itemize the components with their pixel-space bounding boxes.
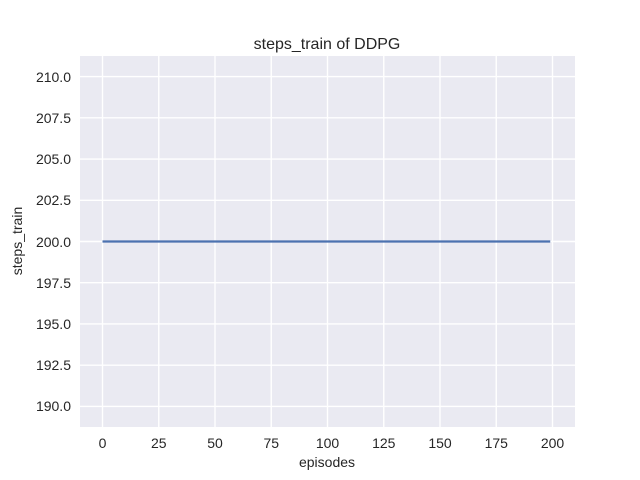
plot-area	[80, 56, 575, 427]
x-tick-label: 125	[372, 435, 396, 451]
y-axis-label: steps_train	[9, 206, 25, 276]
x-tick-label: 75	[263, 435, 280, 451]
plot-canvas	[80, 56, 575, 427]
y-tick-label: 202.5	[35, 192, 71, 209]
x-tick-label: 100	[315, 435, 340, 451]
y-tick-label: 197.5	[35, 274, 71, 291]
x-tick-label: 175	[484, 435, 508, 451]
y-tick-label: 195.0	[35, 315, 71, 332]
y-tick-label: 190.0	[35, 398, 71, 415]
x-tick-label: 0	[98, 435, 107, 451]
x-tick-label: 50	[207, 435, 223, 451]
y-tick-label: 200.0	[35, 233, 71, 250]
x-tick-label: 200	[540, 435, 565, 451]
x-tick-label: 150	[428, 435, 452, 451]
y-tick-label: 205.0	[35, 151, 71, 168]
y-tick-label: 207.5	[35, 109, 71, 126]
y-tick-label: 192.5	[35, 357, 71, 374]
x-axis-label: episodes	[298, 454, 356, 470]
x-tick-label: 25	[150, 435, 167, 451]
y-tick-label: 210.0	[35, 68, 71, 85]
chart-title: steps_train of DDPG	[253, 36, 401, 53]
